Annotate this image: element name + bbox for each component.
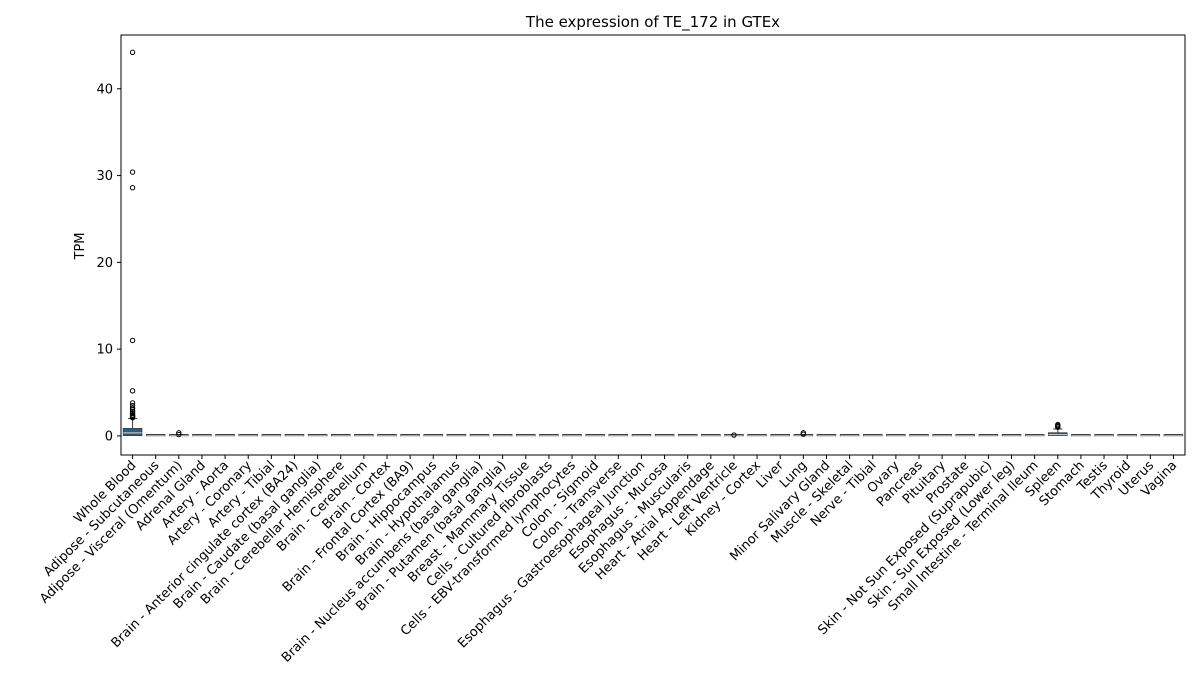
box-group <box>492 434 513 437</box>
box-group <box>562 434 582 437</box>
box-group <box>585 434 605 437</box>
outlier-point <box>129 402 136 409</box>
box-group <box>1001 434 1022 437</box>
box-group <box>261 434 282 437</box>
box-group <box>1163 434 1184 437</box>
outlier-point <box>129 388 136 394</box>
box-group <box>654 434 675 437</box>
box-group <box>469 434 490 437</box>
y-tick-label: 0 <box>105 429 113 444</box>
outlier-point <box>129 405 136 411</box>
outlier-point <box>1055 421 1061 428</box>
box-group <box>1140 434 1161 437</box>
box-group <box>377 434 397 437</box>
box-group <box>238 434 258 437</box>
box-group <box>400 434 420 437</box>
box-group <box>169 430 189 438</box>
outlier-point <box>176 430 182 436</box>
y-tick-label: 20 <box>96 256 113 271</box>
box-group <box>839 434 860 437</box>
box-group <box>1048 421 1068 436</box>
box-group <box>608 434 629 437</box>
box-group <box>724 432 744 438</box>
outlier-point <box>129 410 136 417</box>
box-group <box>677 434 698 437</box>
box-group <box>122 49 143 436</box>
outlier-point <box>129 408 136 415</box>
outlier-point <box>129 185 136 191</box>
box-group <box>516 434 536 437</box>
outlier-point <box>176 431 182 438</box>
y-tick-label: 40 <box>96 82 113 97</box>
box-group <box>1117 434 1137 437</box>
box-group <box>631 434 652 437</box>
box-group <box>145 434 166 437</box>
box-group <box>330 434 351 437</box>
box-group <box>446 434 467 437</box>
box-group <box>770 434 790 437</box>
box-group <box>862 434 883 437</box>
box-group <box>932 434 952 437</box>
box-group <box>1071 434 1091 437</box>
outlier-point <box>129 169 136 175</box>
plot-frame <box>120 34 1186 456</box>
y-tick-label: 10 <box>96 343 113 358</box>
box-group <box>423 434 444 437</box>
box-body <box>122 428 143 436</box>
outlier-point <box>129 400 136 406</box>
outlier-point <box>731 432 737 438</box>
box-group <box>215 434 235 437</box>
outlier-point <box>129 337 136 344</box>
box-group <box>909 434 929 437</box>
y-tick-label: 30 <box>96 169 113 184</box>
box-group <box>886 434 906 437</box>
outlier-point <box>129 49 136 56</box>
box-group <box>1094 434 1114 437</box>
y-axis: 0 10 20 30 40 <box>96 82 121 444</box>
box-group <box>793 430 814 437</box>
chart-title: The expression of TE_172 in GTEx <box>525 13 780 32</box>
box-group <box>1024 434 1045 437</box>
box-group <box>307 434 328 437</box>
box-group <box>354 434 374 437</box>
box-group <box>747 434 767 437</box>
box-group <box>192 434 212 437</box>
outlier-point <box>129 412 136 418</box>
box-group <box>816 434 837 437</box>
box-group <box>978 434 999 437</box>
plot-area <box>122 49 1184 438</box>
box-group <box>539 434 559 437</box>
y-axis-label: TPM <box>73 233 88 261</box>
box-group <box>955 434 976 437</box>
box-group <box>284 434 305 437</box>
box-group <box>701 434 721 437</box>
outlier-point <box>800 430 807 436</box>
